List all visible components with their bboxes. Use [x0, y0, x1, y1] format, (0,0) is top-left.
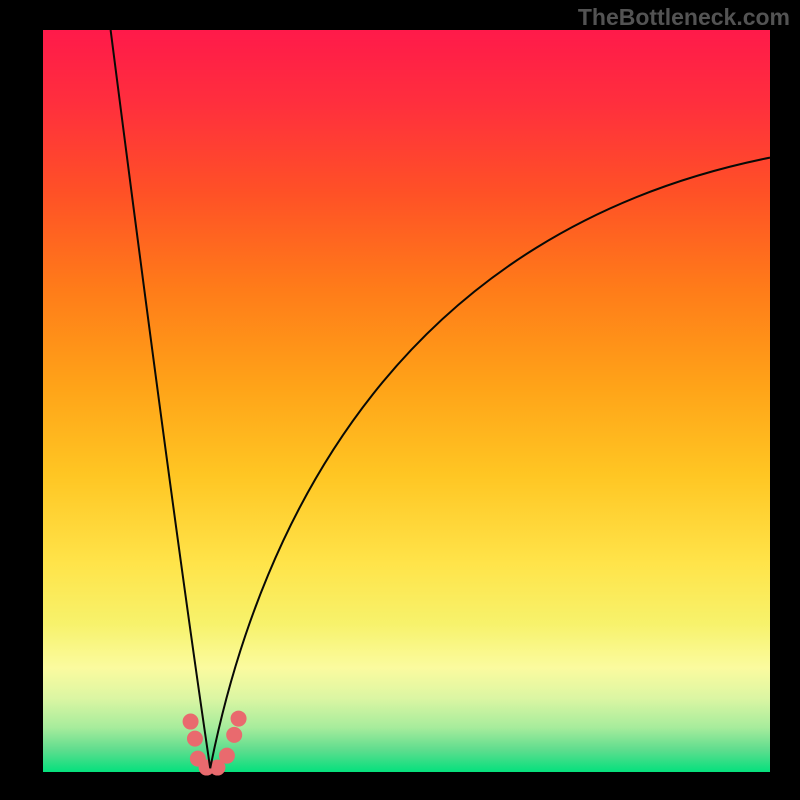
chart-container: { "meta": { "watermark_text": "TheBottle… — [0, 0, 800, 800]
bottleneck-chart — [0, 0, 800, 800]
marker-point — [227, 727, 242, 742]
marker-point — [187, 731, 202, 746]
marker-point — [231, 711, 246, 726]
plot-background — [43, 30, 770, 772]
marker-point — [219, 748, 234, 763]
marker-point — [183, 714, 198, 729]
watermark-text: TheBottleneck.com — [578, 4, 790, 31]
